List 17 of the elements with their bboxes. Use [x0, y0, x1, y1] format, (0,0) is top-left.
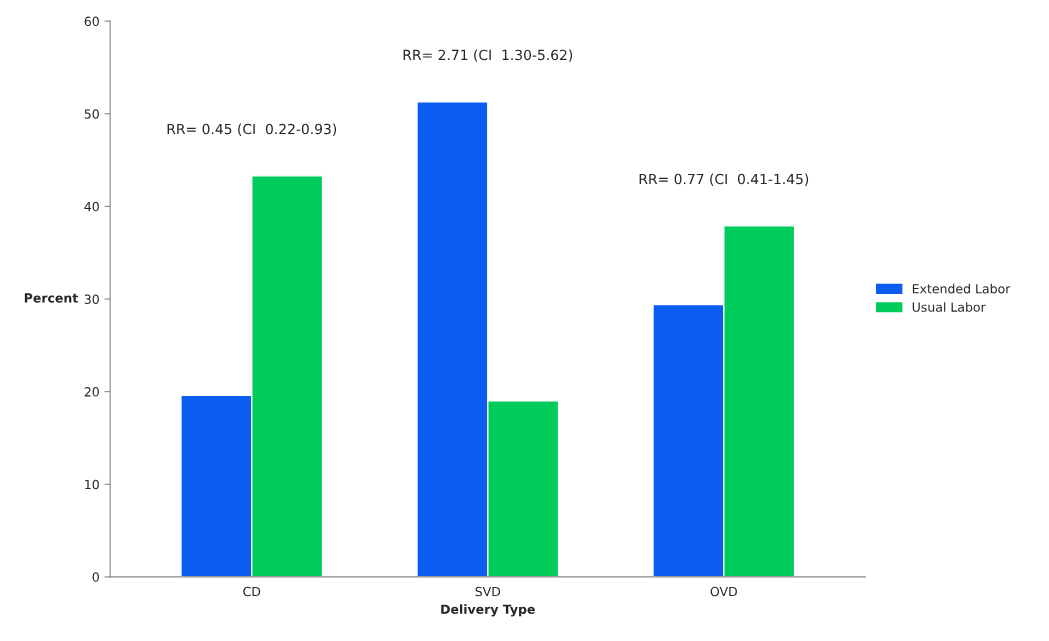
annotation: RR= 2.71 (CI 1.30-5.62) — [403, 49, 573, 62]
y-tick-label: 0 — [92, 572, 99, 582]
x-axis-title: Delivery Type — [441, 604, 535, 617]
y-tick-label: 10 — [85, 479, 99, 490]
x-tick-label: SVD — [475, 586, 501, 597]
x-tick-label: OVD — [710, 586, 737, 597]
x-tick-label: CD — [243, 586, 261, 597]
y-tick-label: 40 — [84, 201, 99, 212]
y-axis-title: Percent — [24, 293, 78, 303]
legend-label: Usual Labor — [912, 302, 986, 312]
legend-label: Extended Labor — [912, 283, 1011, 294]
y-tick-label: 50 — [84, 109, 99, 119]
y-tick-label: 30 — [84, 294, 99, 304]
annotation: RR= 0.45 (CI 0.22-0.93) — [167, 123, 337, 136]
y-tick-label: 60 — [84, 16, 99, 27]
annotation: RR= 0.77 (CI 0.41-1.45) — [639, 173, 809, 186]
y-tick-label: 20 — [84, 387, 99, 397]
